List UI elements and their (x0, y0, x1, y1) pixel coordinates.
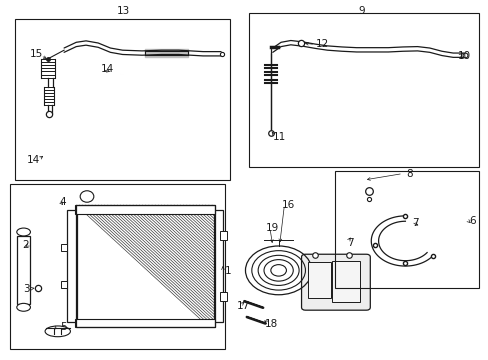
Bar (220, 231, 226, 240)
Bar (76, 205, 215, 327)
Text: 10: 10 (456, 51, 469, 61)
Bar (75, 319, 215, 327)
Bar (331, 261, 359, 302)
Text: 3: 3 (22, 284, 29, 294)
Text: 14: 14 (100, 64, 113, 74)
Text: 18: 18 (264, 319, 277, 329)
Ellipse shape (80, 191, 94, 202)
Bar (67, 211, 77, 321)
Bar (220, 292, 226, 301)
Bar (76, 205, 215, 327)
Text: 4: 4 (60, 197, 66, 207)
Text: 8: 8 (405, 168, 412, 179)
Text: 9: 9 (358, 6, 364, 17)
Text: 6: 6 (468, 216, 475, 226)
Ellipse shape (17, 303, 30, 311)
Text: 12: 12 (315, 39, 328, 49)
Bar (17, 235, 30, 304)
Bar (214, 211, 223, 321)
Text: 17: 17 (236, 301, 249, 311)
Ellipse shape (45, 326, 70, 337)
Bar (15, 19, 229, 180)
Text: 16: 16 (281, 200, 294, 210)
Bar (249, 13, 478, 167)
Text: 7: 7 (347, 238, 353, 248)
Text: 1: 1 (224, 266, 231, 276)
Text: 2: 2 (22, 239, 28, 249)
Bar (45, 325, 70, 331)
Bar (307, 262, 330, 298)
Text: 19: 19 (265, 224, 279, 233)
Text: 14: 14 (27, 155, 40, 165)
Text: 13: 13 (117, 6, 130, 17)
Ellipse shape (17, 228, 30, 236)
Bar (334, 171, 478, 288)
FancyBboxPatch shape (301, 254, 369, 310)
Bar (10, 184, 224, 348)
Bar (61, 244, 67, 251)
Text: 15: 15 (30, 49, 43, 59)
Bar (75, 205, 215, 214)
Text: 11: 11 (272, 132, 285, 142)
Text: 5: 5 (60, 322, 66, 332)
Text: 7: 7 (411, 218, 418, 228)
Bar (61, 281, 67, 288)
